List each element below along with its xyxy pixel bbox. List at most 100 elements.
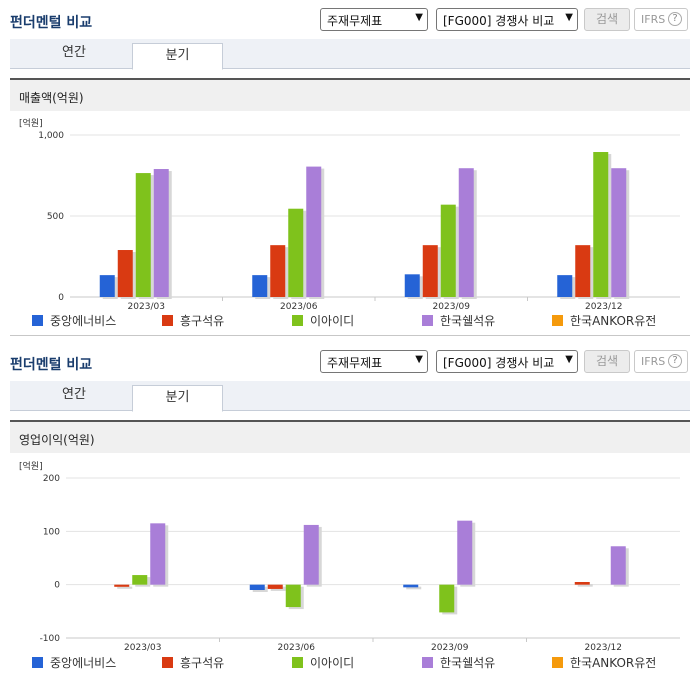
statement-select[interactable]: 주재무제표 ▼	[320, 350, 428, 373]
legend-item[interactable]: 이아이디	[292, 312, 354, 329]
legend-label: 이아이디	[310, 656, 355, 670]
peer-select[interactable]: [FG000] 경쟁사 비교 ▼	[436, 8, 578, 31]
legend-label: 흥구석유	[180, 314, 225, 328]
statement-select-value: 주재무제표	[327, 14, 383, 28]
bar	[270, 245, 286, 297]
bar	[306, 166, 322, 297]
legend-swatch	[552, 315, 563, 326]
x-tick-label: 2023/06	[280, 302, 318, 312]
search-button[interactable]: 검색	[584, 8, 630, 31]
help-icon[interactable]: ?	[668, 12, 682, 26]
legend-item[interactable]: 한국쉘석유	[422, 312, 495, 329]
legend-label: 중앙에너비스	[50, 656, 117, 670]
chevron-down-icon: ▼	[565, 354, 573, 365]
bar	[457, 520, 473, 585]
y-tick-label: 500	[47, 212, 64, 222]
legend-label: 이아이디	[310, 314, 355, 328]
statement-select-value: 주재무제표	[327, 356, 383, 370]
bar	[575, 245, 591, 297]
bar-shadow	[406, 586, 422, 590]
section-title: 펀더멘털 비교	[10, 15, 93, 31]
ifrs-label: IFRS	[641, 355, 666, 368]
y-tick-label: 0	[58, 293, 64, 303]
bar-shadow	[117, 586, 133, 589]
legend-label: 한국ANKOR유전	[570, 656, 657, 670]
bar	[557, 275, 573, 297]
ifrs-label: IFRS	[641, 13, 666, 26]
legend-swatch	[162, 315, 173, 326]
y-unit-label: [억원]	[19, 117, 43, 129]
tab-quarterly[interactable]: 분기	[132, 43, 223, 70]
bar	[135, 173, 151, 297]
statement-select[interactable]: 주재무제표 ▼	[320, 8, 428, 31]
bar	[422, 245, 438, 297]
bar	[114, 584, 130, 587]
legend-label: 한국쉘석유	[440, 314, 496, 328]
chevron-down-icon: ▼	[565, 12, 573, 23]
y-tick-label: 1,000	[38, 131, 64, 141]
legend-label: 중앙에너비스	[50, 314, 117, 328]
bar	[150, 523, 166, 585]
legend-item[interactable]: 흥구석유	[162, 654, 224, 671]
chevron-down-icon: ▼	[415, 12, 423, 23]
x-tick-label: 2023/12	[585, 643, 622, 653]
legend-item[interactable]: 중앙에너비스	[32, 312, 116, 329]
period-tabs: 연간 분기	[10, 381, 690, 412]
legend-swatch	[32, 315, 43, 326]
search-button[interactable]: 검색	[584, 350, 630, 373]
peer-select[interactable]: [FG000] 경쟁사 비교 ▼	[436, 350, 578, 373]
y-tick-label: 0	[54, 581, 60, 591]
bar	[249, 584, 265, 590]
legend-item[interactable]: 이아이디	[292, 654, 354, 671]
bar	[288, 208, 304, 297]
bar	[440, 204, 456, 297]
top-bar: 펀더멘털 비교 주재무제표 ▼ [FG000] 경쟁사 비교 ▼ 검색 IFRS?	[0, 342, 696, 380]
chevron-down-icon: ▼	[415, 354, 423, 365]
operating-income-chart: [억원] -100 0 100 200 2023/03 2023/06 2023/09 2023…	[19, 460, 680, 653]
help-icon[interactable]: ?	[668, 354, 682, 368]
x-tick-label: 2023/06	[278, 643, 316, 653]
bar	[611, 168, 627, 297]
legend-item[interactable]: 한국ANKOR유전	[552, 312, 656, 329]
top-bar: 펀더멘털 비교 주재무제표 ▼ [FG000] 경쟁사 비교 ▼ 검색 IFRS?	[0, 0, 696, 38]
bar	[99, 275, 115, 297]
y-tick-label: 100	[43, 527, 60, 537]
x-tick-label: 2023/09	[433, 302, 471, 312]
legend-swatch	[422, 315, 433, 326]
peer-select-value: [FG000] 경쟁사 비교	[443, 356, 555, 370]
period-tabs: 연간 분기	[10, 39, 690, 70]
bar	[458, 168, 474, 297]
tab-annual[interactable]: 연간	[62, 45, 86, 60]
x-tick-label: 2023/12	[585, 302, 622, 312]
bar	[153, 169, 169, 297]
ifrs-button[interactable]: IFRS?	[634, 8, 688, 31]
legend-swatch	[162, 657, 173, 668]
fundamental-section-operating-income: 펀더멘털 비교 주재무제표 ▼ [FG000] 경쟁사 비교 ▼ 검색 IFRS? …	[0, 342, 696, 684]
bar	[252, 275, 268, 297]
panel-title: 영업이익(억원)	[10, 420, 690, 453]
legend-item[interactable]: 중앙에너비스	[32, 654, 116, 671]
legend-swatch	[552, 657, 563, 668]
x-tick-label: 2023/03	[128, 302, 165, 312]
bar	[303, 524, 319, 585]
bar	[403, 584, 419, 588]
y-tick-label: -100	[40, 634, 61, 644]
tab-quarterly[interactable]: 분기	[132, 385, 223, 412]
ifrs-button[interactable]: IFRS?	[634, 350, 688, 373]
bar	[593, 152, 609, 297]
legend-item[interactable]: 흥구석유	[162, 312, 224, 329]
legend-item[interactable]: 한국ANKOR유전	[552, 654, 656, 671]
section-title: 펀더멘털 비교	[10, 357, 93, 373]
bar	[285, 584, 301, 608]
tab-annual[interactable]: 연간	[62, 387, 86, 402]
panel-title: 매출액(억원)	[10, 78, 690, 111]
y-tick-label: 200	[43, 474, 60, 484]
bar	[439, 584, 455, 613]
legend-swatch	[292, 315, 303, 326]
legend-label: 한국쉘석유	[440, 656, 496, 670]
x-tick-label: 2023/09	[431, 643, 469, 653]
legend-label: 흥구석유	[180, 656, 225, 670]
legend-swatch	[422, 657, 433, 668]
bar	[132, 575, 148, 585]
legend-item[interactable]: 한국쉘석유	[422, 654, 495, 671]
